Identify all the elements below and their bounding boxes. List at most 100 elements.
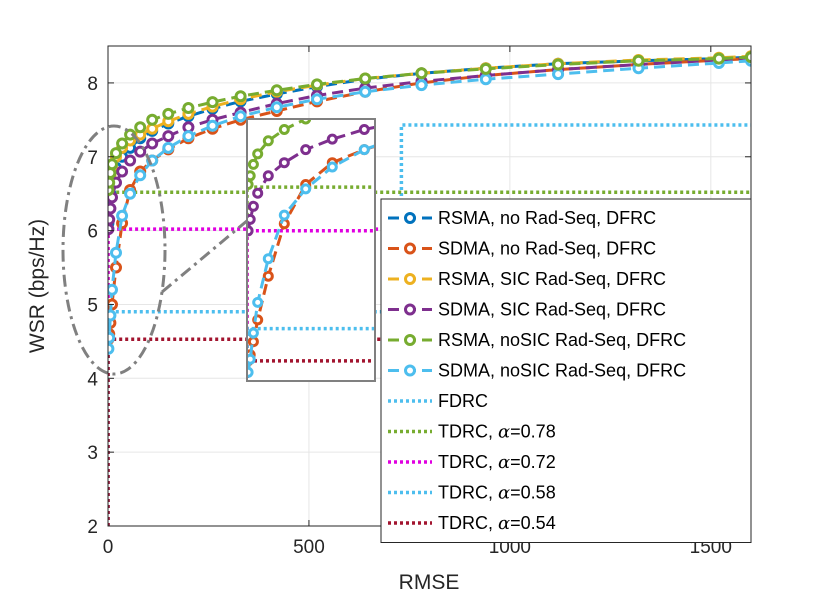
series-marker <box>182 102 195 114</box>
legend-label-text: TDRC, <box>438 422 498 442</box>
legend-entry-label: SDMA, noSIC Rad-Seq, DFRC <box>438 361 686 381</box>
series-marker <box>162 141 175 154</box>
series-marker <box>162 107 175 120</box>
series-marker <box>234 110 247 123</box>
legend-label-text: RSMA, noSIC Rad-Seq, DFRC <box>438 330 686 350</box>
series-marker <box>311 78 323 91</box>
legend-swatch-marker <box>404 242 416 255</box>
series-marker <box>146 137 159 150</box>
series-marker <box>108 158 118 171</box>
series-marker <box>146 113 159 126</box>
series-marker <box>116 209 129 222</box>
y-tick-label: 6 <box>87 222 98 243</box>
y-tick-label: 5 <box>87 295 98 316</box>
series-marker <box>262 253 274 265</box>
y-tick-label: 4 <box>87 369 98 390</box>
series-marker <box>110 246 122 259</box>
y-tick-label: 8 <box>87 74 98 95</box>
legend-label-text: SDMA, SIC Rad-Seq, DFRC <box>438 300 666 320</box>
series-marker <box>252 296 264 308</box>
series-line <box>247 144 375 373</box>
series-marker <box>182 130 195 143</box>
series-marker <box>234 90 247 103</box>
series-marker <box>252 148 264 160</box>
series-marker <box>358 124 370 135</box>
series-marker <box>247 353 256 365</box>
legend-swatch-marker <box>404 303 416 316</box>
series-marker <box>162 130 175 143</box>
series-marker <box>479 73 492 86</box>
legend-entry-label: TDRC, α=0.58 <box>438 483 556 504</box>
legend-label-text: SDMA, no Rad-Seq, DFRC <box>438 239 656 259</box>
series-marker <box>745 51 751 64</box>
series-marker <box>124 187 137 200</box>
legend-alpha-value: =0.72 <box>510 452 556 472</box>
legend-alpha-value: =0.78 <box>510 422 556 442</box>
legend-alpha-symbol: α <box>498 483 510 504</box>
series-marker <box>358 144 370 156</box>
legend-swatch-marker <box>404 273 416 285</box>
legend-swatch-marker <box>404 334 416 346</box>
series-marker <box>110 147 122 160</box>
zoom-connector-line <box>161 218 249 294</box>
series-marker <box>552 58 565 71</box>
series-line <box>108 190 751 526</box>
series-marker <box>247 158 259 170</box>
series-marker <box>262 270 274 282</box>
legend-entry-label: SDMA, SIC Rad-Seq, DFRC <box>438 300 666 320</box>
series-marker <box>300 183 312 195</box>
legend-label-text: TDRC, <box>438 483 498 503</box>
inset-plot-area <box>247 119 375 381</box>
x-axis-label: RMSE <box>399 571 460 594</box>
y-tick-label: 2 <box>87 517 98 538</box>
zoom-region-ellipse <box>61 124 167 376</box>
series-line <box>108 59 751 349</box>
legend-label-text: TDRC, <box>438 513 498 533</box>
legend-swatch-marker <box>404 212 416 224</box>
legend-alpha-value: =0.58 <box>510 483 556 503</box>
series-marker <box>262 170 274 182</box>
y-axis-label: WSR (bps/Hz) <box>26 219 49 353</box>
series-marker <box>311 93 323 106</box>
legend-label-text: TDRC, <box>438 452 498 472</box>
series-marker <box>108 202 117 215</box>
legend-entry-label: RSMA, SIC Rad-Seq, DFRC <box>438 269 666 289</box>
series-marker <box>552 68 565 81</box>
series-marker <box>632 54 645 67</box>
legend-entry-label: RSMA, no Rad-Seq, DFRC <box>438 208 656 228</box>
legend-label-text: FDRC <box>438 391 488 411</box>
series-marker <box>124 154 137 167</box>
series-marker <box>270 84 283 97</box>
legend-entry-label: FDRC <box>438 391 488 411</box>
legend-alpha-symbol: α <box>498 513 510 534</box>
legend-entry-label: SDMA, no Rad-Seq, DFRC <box>438 239 656 259</box>
legend-label-text: SDMA, noSIC Rad-Seq, DFRC <box>438 361 686 381</box>
x-tick-label: 0 <box>103 537 114 558</box>
series-marker <box>247 225 254 237</box>
y-tick-label: 3 <box>87 443 98 464</box>
legend-label-text: RSMA, no Rad-Seq, DFRC <box>438 208 656 228</box>
inset-background <box>247 119 375 381</box>
series-marker <box>300 144 312 156</box>
legend-box <box>380 198 752 543</box>
y-tick-label: 7 <box>87 148 98 169</box>
series-marker <box>326 133 338 145</box>
series-marker <box>326 161 338 173</box>
zoom-annotation <box>61 118 376 382</box>
series-marker <box>206 119 219 132</box>
series-marker <box>247 200 259 212</box>
series-marker <box>278 209 290 221</box>
legend-alpha-symbol: α <box>498 422 510 443</box>
legend-entry-label: TDRC, α=0.72 <box>438 452 556 473</box>
series-marker <box>359 72 372 85</box>
legend-entry-label: RSMA, noSIC Rad-Seq, DFRC <box>438 330 686 350</box>
series-marker <box>712 52 725 65</box>
series-marker <box>415 67 428 80</box>
series-marker <box>206 96 219 109</box>
series-marker <box>262 135 274 147</box>
series-marker <box>278 124 290 135</box>
series-marker <box>134 121 147 134</box>
series-marker <box>108 213 116 226</box>
series-marker <box>134 169 147 182</box>
